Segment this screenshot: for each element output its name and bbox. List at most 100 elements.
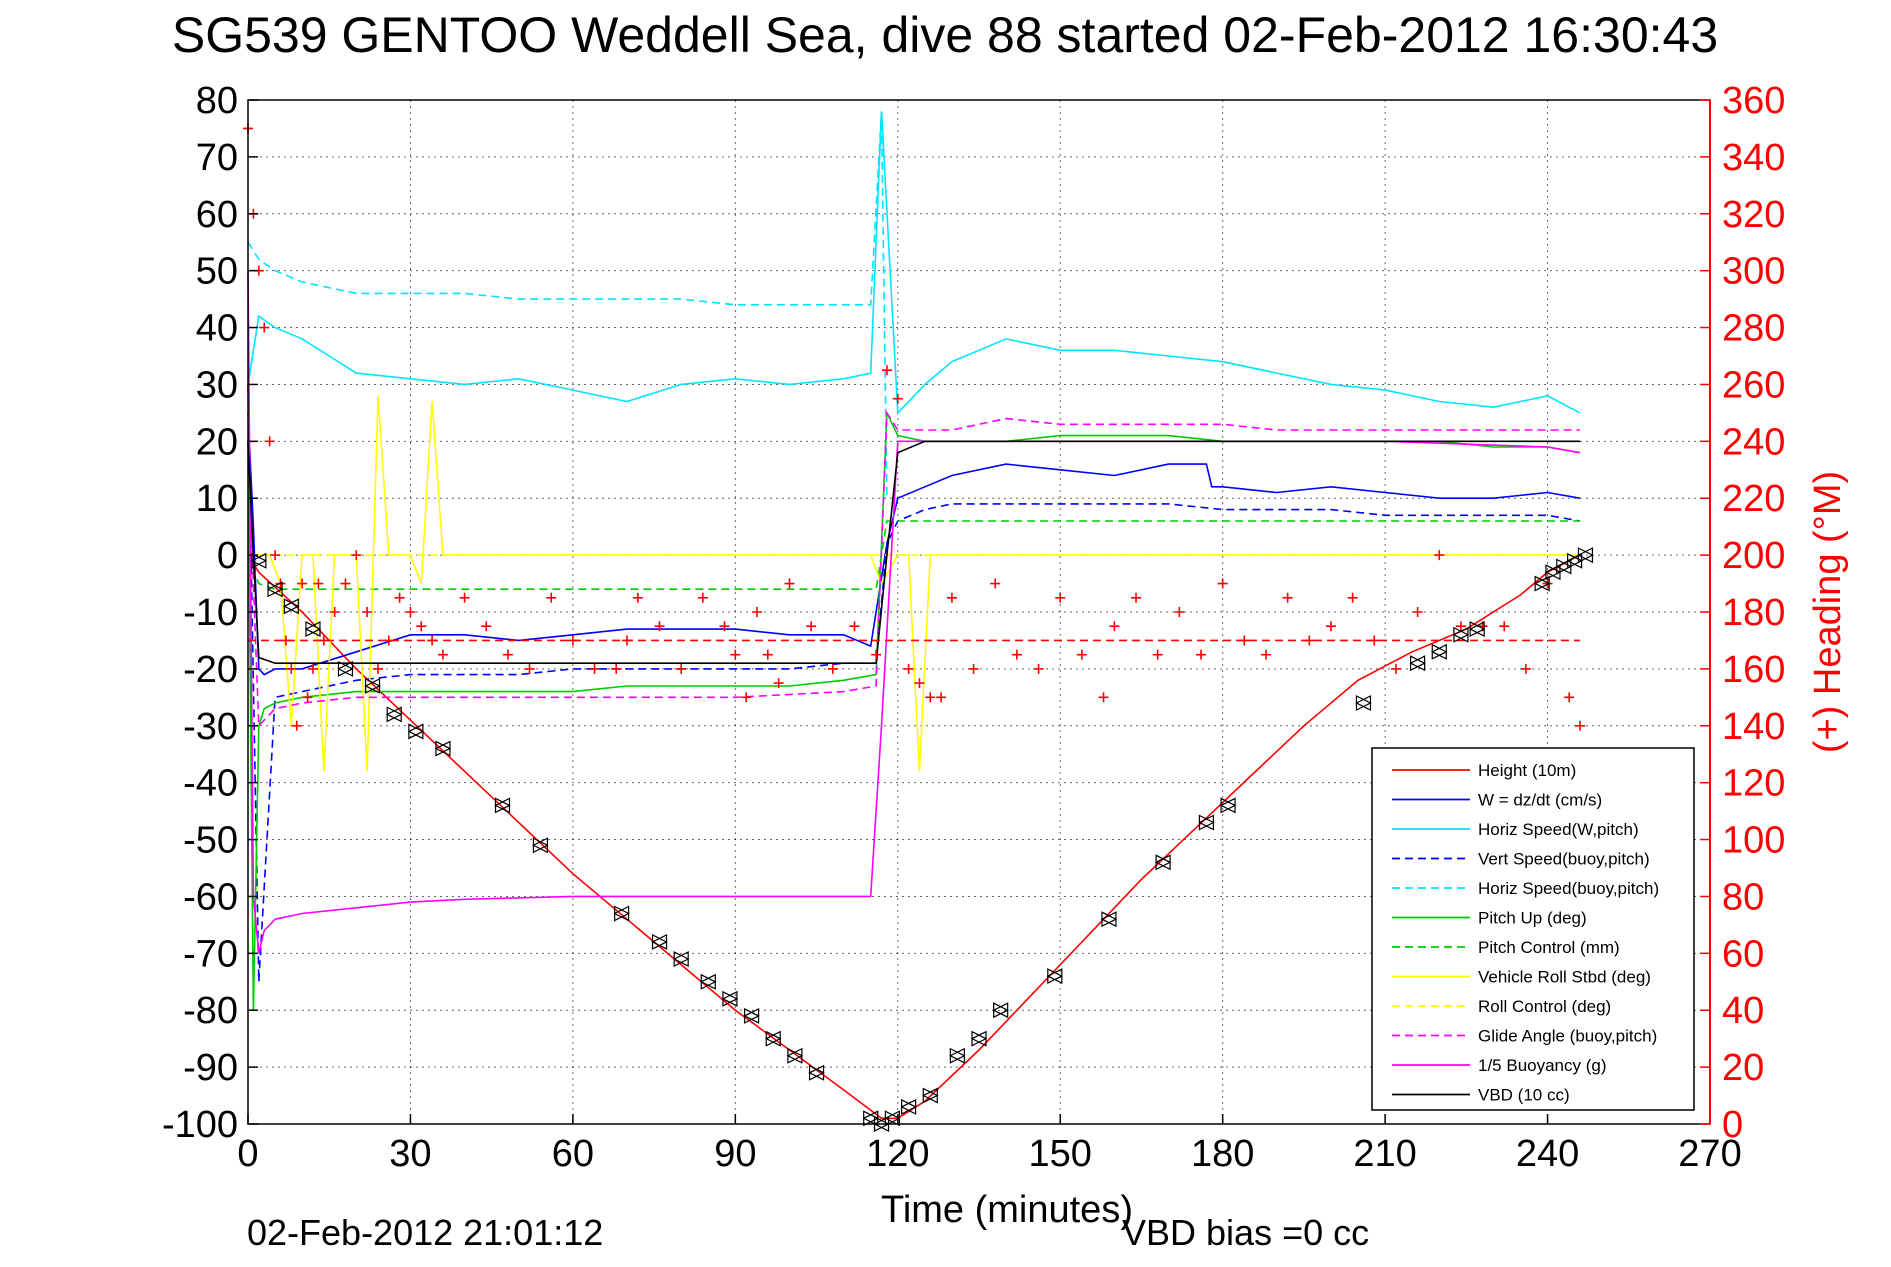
legend-label: Pitch Control (mm) (1478, 938, 1620, 957)
heading-point (362, 607, 373, 617)
heading-point (372, 663, 383, 674)
x-tick-label: 60 (552, 1133, 594, 1175)
x-tick-label: 90 (714, 1133, 756, 1175)
heading-point (302, 692, 313, 703)
depth-marker (1577, 547, 1594, 564)
heading-point (925, 692, 936, 703)
heading-point (307, 663, 318, 674)
heading-point (892, 393, 903, 404)
heading-point (1011, 649, 1022, 660)
y-right-tick-label: 220 (1722, 478, 1785, 520)
y-tick-label: -20 (183, 649, 238, 691)
depth-marker (250, 552, 268, 569)
y-right-tick-label: 340 (1722, 137, 1785, 179)
depth-marker (743, 1007, 760, 1024)
depth-marker (921, 1087, 939, 1104)
x-tick-label: 120 (866, 1133, 929, 1175)
heading-point (1347, 592, 1358, 603)
heading-point (871, 649, 882, 660)
y-right-tick-label: 320 (1722, 194, 1785, 236)
heading-point (936, 692, 947, 703)
heading-point (1033, 663, 1044, 674)
x-ticks: 0 30 60 90 120 150 180 210 240 270 (237, 1114, 1742, 1175)
y-right-tick-label: 40 (1722, 990, 1764, 1032)
heading-point (1196, 649, 1207, 660)
heading-point (416, 621, 427, 632)
depth-marker (651, 933, 668, 950)
heading-point (1412, 607, 1423, 617)
legend-label: Pitch Up (deg) (1478, 909, 1587, 928)
heading-point (773, 678, 784, 689)
depth-marker (532, 837, 549, 854)
depth-marker (970, 1030, 988, 1047)
series-14 (250, 547, 1594, 1132)
heading-point (351, 550, 362, 561)
heading-point (264, 436, 275, 447)
x-tick-label: 270 (1678, 1133, 1741, 1175)
heading-point (329, 607, 340, 617)
heading-point (1499, 621, 1510, 632)
depth-marker (385, 706, 403, 723)
heading-point (1076, 649, 1087, 660)
y-tick-label: -90 (183, 1047, 238, 1089)
heading-point (437, 649, 448, 660)
y-tick-label: 70 (196, 137, 238, 179)
depth-marker (1468, 621, 1486, 638)
series-9 (247, 410, 1580, 728)
x-tick-label: 0 (237, 1133, 258, 1175)
x-tick-label: 180 (1191, 1133, 1254, 1175)
depth-marker (407, 723, 425, 740)
y-tick-label: 60 (196, 194, 238, 236)
depth-marker (992, 1002, 1010, 1019)
heading-point (546, 592, 557, 603)
heading-point (524, 663, 535, 674)
y-right-tick-label: 20 (1722, 1047, 1764, 1089)
footer-vbd-bias: VBD bias =0 cc (1122, 1212, 1369, 1253)
legend-label: 1/5 Buoyancy (g) (1478, 1056, 1607, 1075)
y-ticks-left: -100-90-80-70-60-50-40-30-20-10010203040… (162, 80, 258, 1146)
depth-marker (808, 1064, 825, 1081)
heading-point (259, 322, 270, 333)
heading-point (751, 607, 762, 617)
y-tick-label: 30 (196, 364, 238, 406)
heading-point (1260, 649, 1271, 660)
heading-point (697, 592, 708, 603)
depth-marker (613, 905, 630, 922)
x-axis-label: Time (minutes) (881, 1189, 1133, 1231)
y-right-tick-label: 200 (1722, 535, 1785, 577)
y-tick-label: 10 (196, 478, 238, 520)
heading-point (1575, 720, 1586, 731)
depth-marker (1452, 626, 1470, 643)
heading-point (881, 365, 892, 376)
heading-point (1520, 663, 1531, 674)
heading-point (654, 621, 665, 632)
heading-point (1390, 663, 1401, 674)
series-line (247, 440, 1580, 665)
y-tick-label: 80 (196, 80, 238, 122)
depth-marker (672, 951, 690, 967)
heading-point (270, 550, 281, 561)
depth-marker (1100, 911, 1118, 928)
depth-marker (900, 1098, 917, 1115)
legend-label: Glide Angle (buoy,pitch) (1478, 1027, 1657, 1046)
heading-point (762, 649, 773, 660)
heading-point (990, 578, 1001, 589)
heading-point (1174, 607, 1185, 617)
y-right-tick-label: 240 (1722, 421, 1785, 463)
heading-point (589, 663, 600, 674)
series-4 (247, 111, 888, 499)
series-layer (243, 111, 1594, 1132)
heading-point (827, 663, 838, 674)
depth-marker (1198, 814, 1215, 831)
heading-point (1152, 649, 1163, 660)
depth-marker (1219, 797, 1237, 814)
y-right-tick-label: 120 (1722, 763, 1785, 805)
y-right-tick-label: 260 (1722, 364, 1785, 406)
heading-point (1455, 621, 1466, 632)
y-tick-label: 20 (196, 421, 238, 463)
y-tick-label: 40 (196, 308, 238, 350)
heading-point (313, 578, 324, 589)
heading-point (1131, 592, 1142, 603)
